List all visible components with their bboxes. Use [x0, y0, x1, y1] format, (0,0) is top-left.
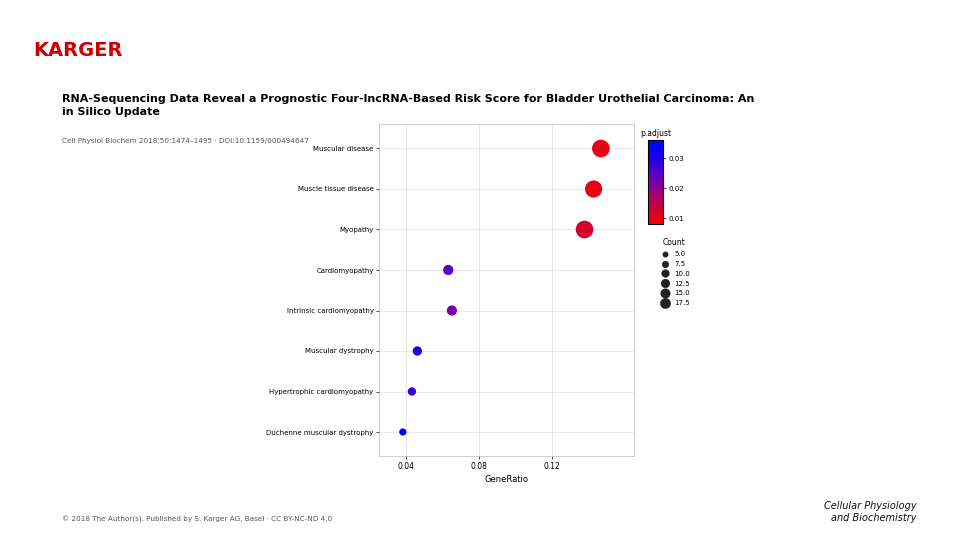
Point	[404, 387, 420, 396]
Text: Cellular Physiology
and Biochemistry: Cellular Physiology and Biochemistry	[825, 501, 917, 523]
X-axis label: GeneRatio: GeneRatio	[485, 475, 528, 484]
Text: KARGER: KARGER	[34, 40, 123, 59]
Point	[396, 428, 411, 436]
Point	[444, 306, 460, 315]
Point	[577, 225, 592, 234]
Point	[410, 347, 425, 355]
Point	[593, 144, 609, 153]
Text: RNA-Sequencing Data Reveal a Prognostic Four-lncRNA-Based Risk Score for Bladder: RNA-Sequencing Data Reveal a Prognostic …	[62, 94, 755, 117]
Legend: 5.0, 7.5, 10.0, 12.5, 15.0, 17.5: 5.0, 7.5, 10.0, 12.5, 15.0, 17.5	[659, 238, 690, 306]
Point	[441, 266, 456, 274]
Text: © 2018 The Author(s). Published by S. Karger AG, Basel · CC BY-NC-ND 4.0: © 2018 The Author(s). Published by S. Ka…	[62, 516, 332, 523]
Text: Cell Physiol Biochem 2018;50:1474–1495 · DOI:10.1159/000494647: Cell Physiol Biochem 2018;50:1474–1495 ·…	[62, 138, 309, 144]
Point	[586, 185, 601, 193]
Title: p.adjust: p.adjust	[640, 129, 671, 138]
